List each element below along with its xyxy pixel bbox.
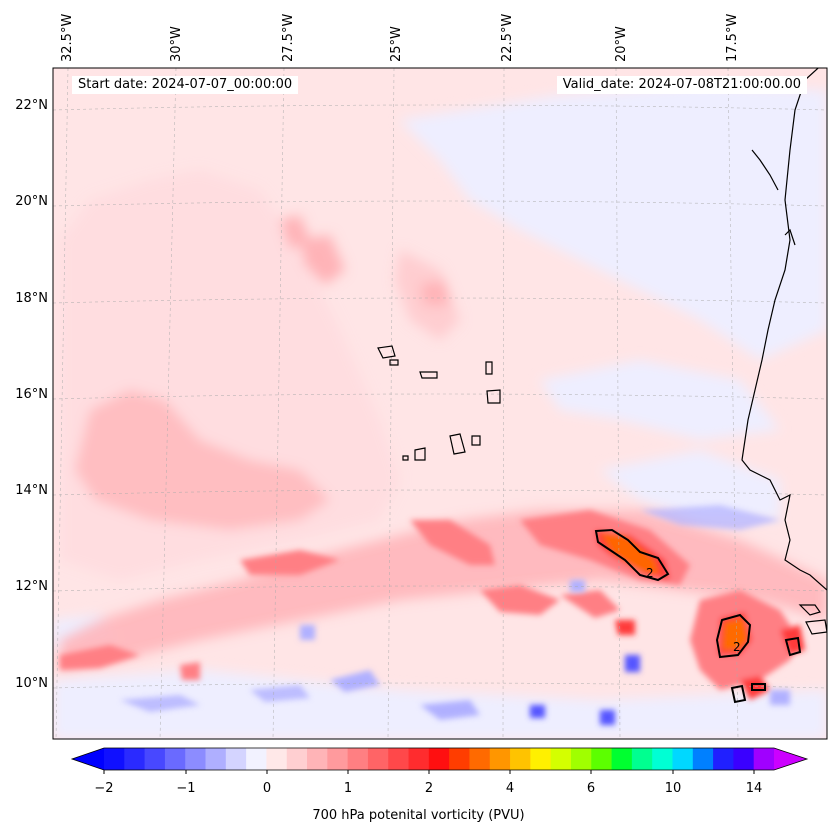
colorbar-swatch xyxy=(347,748,369,770)
colorbar-tick-label: −1 xyxy=(176,781,196,796)
colorbar-tick-label: 10 xyxy=(664,781,682,796)
latitude-label: 16°N xyxy=(15,387,48,402)
latitude-label: 12°N xyxy=(15,579,48,594)
strong-pv-cores xyxy=(60,510,805,700)
colorbar-swatch xyxy=(367,748,389,770)
meridian-line xyxy=(159,68,177,739)
colorbar-swatch xyxy=(185,748,207,770)
colorbar-swatch xyxy=(246,748,267,770)
colorbar-swatch xyxy=(591,748,613,770)
colorbar-swatch xyxy=(266,748,288,770)
negative-pv-region xyxy=(53,85,827,739)
coastline xyxy=(377,68,827,635)
colorbar-swatch xyxy=(327,748,349,770)
parallel-line xyxy=(53,393,827,400)
meridian-line xyxy=(727,68,739,739)
colorbar-swatch xyxy=(713,748,734,770)
meridian-line xyxy=(502,68,505,739)
colorbar-swatch xyxy=(672,748,694,770)
colorbar-swatch xyxy=(408,748,430,770)
valid-date-label: Valid_date: 2024-07-08T21:00:00.00 xyxy=(556,76,807,94)
colorbar-tick-label: 1 xyxy=(343,781,353,796)
map-frame xyxy=(52,67,828,740)
colorbar-title: 700 hPa potenital vorticity (PVU) xyxy=(312,808,525,823)
colorbar-under-arrow xyxy=(72,748,104,770)
colorbar-swatch xyxy=(124,748,146,770)
meridian-line xyxy=(55,68,69,739)
colorbar-swatch xyxy=(692,748,714,770)
colorbar-swatch xyxy=(104,748,125,770)
colorbar-swatch xyxy=(388,748,410,770)
colorbar-swatch xyxy=(144,748,166,770)
colorbar-tick-label: 4 xyxy=(505,781,515,796)
colorbar-swatch xyxy=(631,748,653,770)
parallel-line xyxy=(53,489,827,496)
colorbar-swatch xyxy=(550,748,572,770)
colorbar-swatch xyxy=(469,748,491,770)
meridian-line xyxy=(387,68,395,739)
colorbar-swatch xyxy=(570,748,592,770)
colorbar-tick-label: 2 xyxy=(424,781,434,796)
colorbar-swatch xyxy=(428,748,450,770)
colorbar-tick-label: 14 xyxy=(745,781,763,796)
meridian-line xyxy=(272,68,285,739)
graticule xyxy=(53,68,827,739)
latitude-label: 18°N xyxy=(15,291,48,306)
pv-field xyxy=(53,68,827,739)
meridian-line xyxy=(615,68,621,739)
longitude-label: 22.5°W xyxy=(500,13,515,62)
parallel-line xyxy=(53,585,827,592)
negative-pv-patches xyxy=(120,505,790,725)
contour-label: 2 xyxy=(646,566,654,580)
contour-label-2: 2 xyxy=(733,640,741,654)
colorbar-swatch xyxy=(611,748,633,770)
longitude-label: 27.5°W xyxy=(281,13,296,62)
colorbar-swatch xyxy=(164,748,186,770)
longitude-label: 32.5°W xyxy=(60,13,75,62)
latitude-label: 10°N xyxy=(15,676,48,691)
colorbar-swatch xyxy=(652,748,673,770)
parallel-line xyxy=(53,104,827,111)
colorbar-swatch xyxy=(225,748,247,770)
longitude-label: 20°W xyxy=(614,26,629,62)
colorbar-swatch xyxy=(449,748,470,770)
longitude-label: 30°W xyxy=(169,26,184,62)
latitude-label: 22°N xyxy=(15,98,48,113)
colorbar-swatch xyxy=(530,748,552,770)
colorbar-swatch xyxy=(286,748,308,770)
colorbar-outline xyxy=(70,747,809,771)
colorbar-swatch xyxy=(489,748,511,770)
contour-2pvu xyxy=(594,528,802,704)
latitude-label: 20°N xyxy=(15,194,48,209)
colorbar-swatch xyxy=(753,748,775,770)
parallel-line xyxy=(53,682,827,689)
colorbar-tick-label: 0 xyxy=(262,781,272,796)
longitude-label: 17.5°W xyxy=(725,13,740,62)
start-date-label: Start date: 2024-07-07_00:00:00 xyxy=(72,76,299,94)
longitude-label: 25°W xyxy=(389,26,404,62)
latitude-label: 14°N xyxy=(15,483,48,498)
parallel-line xyxy=(53,200,827,207)
colorbar-swatch xyxy=(307,748,328,770)
colorbar-swatch xyxy=(733,748,755,770)
colorbar xyxy=(70,747,809,774)
colorbar-swatch xyxy=(510,748,531,770)
colorbar-swatch xyxy=(205,748,227,770)
colorbar-tick-label: −2 xyxy=(94,781,114,796)
parallel-line xyxy=(53,297,827,304)
colorbar-over-arrow xyxy=(774,748,807,770)
colorbar-tick-label: 6 xyxy=(586,781,596,796)
